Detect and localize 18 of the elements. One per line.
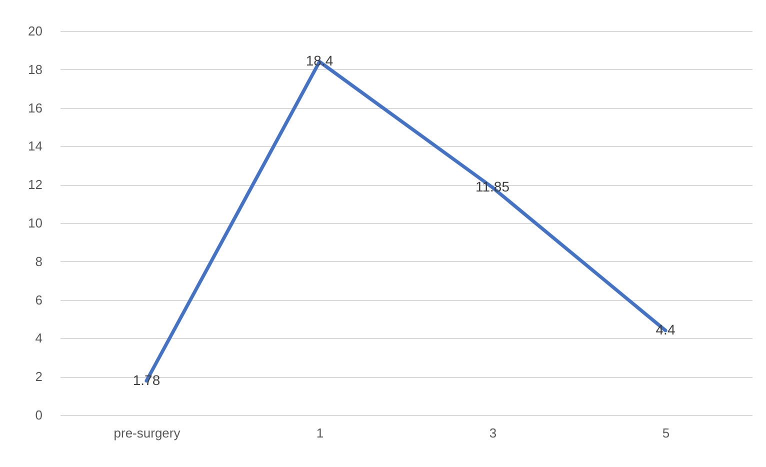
y-tick-label: 2: [35, 369, 42, 384]
x-tick-label: 5: [662, 426, 670, 440]
y-tick-label: 12: [28, 177, 42, 192]
y-tick-label: 10: [28, 216, 42, 230]
y-tick-label: 16: [28, 100, 42, 116]
x-tick-label: 1: [316, 426, 324, 440]
y-tick-label: 0: [35, 408, 42, 422]
y-tick-label: 4: [35, 330, 42, 346]
y-tick-label: 14: [28, 138, 42, 154]
x-tick-label: 3: [489, 426, 497, 440]
data-label: 4.4: [656, 322, 676, 338]
data-label: 1.78: [132, 372, 160, 388]
data-label: 18.4: [306, 52, 334, 69]
y-tick-label: 18: [28, 62, 42, 77]
x-tick-label: pre-surgery: [114, 426, 181, 440]
y-tick-label: 20: [28, 24, 42, 38]
y-tick-label: 6: [35, 292, 42, 308]
y-tick-label: 8: [35, 254, 42, 269]
